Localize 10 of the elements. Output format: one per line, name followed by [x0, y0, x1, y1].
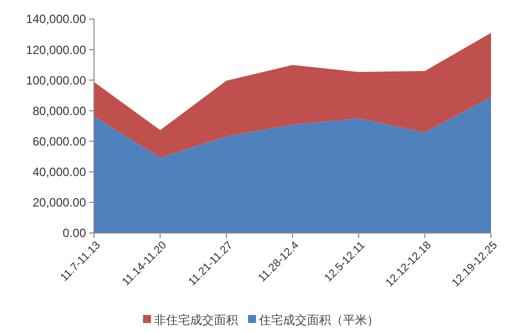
y-tick-label: 140,000.00 [26, 12, 86, 26]
y-tick-label: 40,000.00 [32, 165, 86, 180]
y-tick-label: 80,000.00 [32, 104, 86, 118]
y-tick-label: 0.00 [62, 226, 86, 240]
y-tick-label: 120,000.00 [26, 42, 86, 57]
y-tick-label: 20,000.00 [32, 196, 86, 210]
y-tick-label: 60,000.00 [32, 134, 86, 148]
y-tick-label: 100,000.00 [26, 73, 86, 88]
legend-label: 非住宅成交面积 [154, 313, 238, 328]
legend-label: 住宅成交面积（平米） [258, 313, 379, 328]
